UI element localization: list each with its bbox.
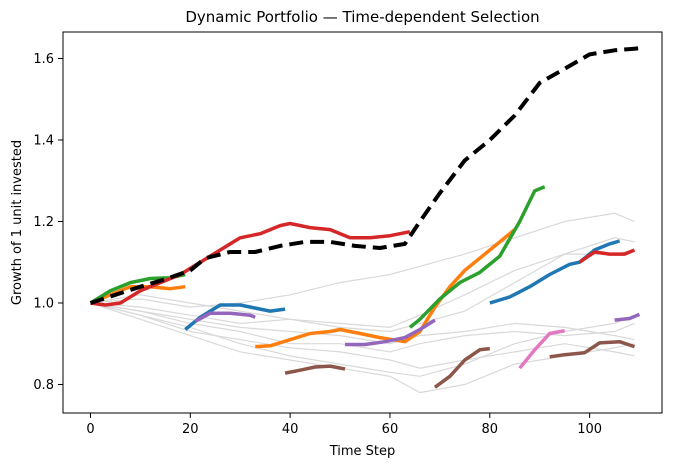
selected-segment-line: [433, 346, 491, 389]
selected-segment-line: [614, 312, 641, 322]
selected-segment-line: [549, 339, 636, 359]
y-tick-label: 1.2: [33, 215, 54, 230]
y-axis-label: Growth of 1 unit invested: [10, 140, 25, 305]
selected-segment-line: [578, 248, 636, 264]
x-tick-label: 20: [182, 422, 199, 437]
y-tick-label: 1.4: [33, 133, 54, 148]
selected-segment-line: [345, 318, 436, 347]
background-series-line: [90, 302, 635, 345]
selected-segment-line: [90, 221, 411, 307]
x-tick-label: 60: [382, 422, 399, 437]
selected-segment-line: [489, 239, 621, 305]
portfolio-line: [89, 46, 640, 305]
plot-frame: [62, 31, 663, 414]
y-tick-label: 1.6: [33, 52, 54, 67]
x-tick-label: 80: [482, 422, 499, 437]
x-tick-label: 100: [577, 422, 602, 437]
y-tick-label: 0.8: [33, 378, 54, 393]
x-tick-label: 40: [282, 422, 299, 437]
selected-segment-line: [408, 185, 546, 329]
x-axis-label: Time Step: [329, 444, 396, 459]
background-series-line: [90, 212, 635, 308]
selected-segment-line: [194, 311, 256, 323]
selected-segment-line: [284, 364, 346, 375]
chart-title: Dynamic Portfolio — Time-dependent Selec…: [185, 8, 539, 26]
background-series-line: [90, 237, 635, 333]
selected-segment-line: [518, 328, 566, 370]
y-tick-label: 1.0: [33, 296, 54, 311]
x-tick-label: 0: [86, 422, 94, 437]
background-series-line: [90, 302, 635, 369]
